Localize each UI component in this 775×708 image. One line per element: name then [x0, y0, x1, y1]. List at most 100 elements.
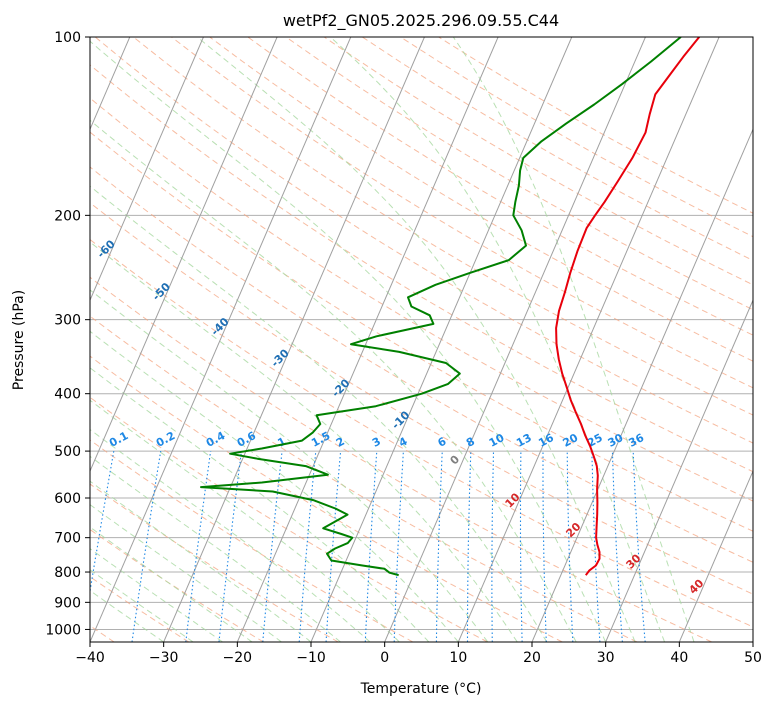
x-axis-label: Temperature (°C)	[360, 681, 482, 697]
dry-adiabat	[90, 131, 753, 532]
mixing-ratio-label: 10	[487, 431, 507, 450]
isotherm-label: 30	[624, 551, 644, 571]
y-tick-label: 400	[54, 387, 81, 403]
x-tick-label: 20	[523, 650, 541, 666]
isotherm-label: -70	[44, 185, 67, 208]
mixing-ratio-label: 13	[514, 431, 534, 450]
isotherm-label: -80	[0, 145, 10, 168]
dry-adiabat	[247, 37, 753, 336]
sounding-profiles	[200, 37, 700, 577]
x-tick-label: −40	[75, 650, 105, 666]
mixing-ratio-line	[262, 451, 283, 642]
x-tick-label: 30	[597, 650, 615, 666]
mixing-ratio-line	[566, 451, 574, 642]
y-tick-label: 800	[54, 565, 81, 581]
dry-adiabat	[90, 97, 753, 502]
dry-adiabat	[90, 439, 414, 642]
mixing-ratio-label: 2	[334, 435, 347, 450]
isotherm	[605, 298, 753, 642]
moist-adiabat	[90, 367, 430, 642]
mixing-ratio-label: 3	[370, 435, 383, 450]
dry-adiabat	[90, 238, 753, 628]
dry-adiabat	[133, 37, 753, 416]
isotherm-label: 40	[686, 577, 706, 597]
dry-adiabat	[90, 202, 753, 595]
mixing-ratio-label: 36	[626, 431, 646, 450]
mixing-ratio-label: 6	[436, 435, 449, 450]
mixing-ratio-label: 0.6	[235, 429, 259, 450]
isotherm	[90, 37, 204, 302]
dry-adiabat	[90, 528, 264, 642]
mixing-ratio-line	[131, 451, 162, 642]
mixing-ratio-line	[298, 451, 317, 642]
mixing-ratio-line	[218, 451, 243, 642]
mixing-ratio-line	[632, 451, 646, 642]
isotherm	[0, 37, 56, 642]
dry-adiabat	[90, 576, 190, 642]
moist-adiabat	[90, 330, 459, 642]
moist-adiabat	[90, 526, 253, 642]
isotherm-label: -50	[150, 280, 173, 303]
mixing-ratio-label: 1	[275, 435, 288, 450]
isotherm	[163, 37, 425, 642]
isotherm-label: -10	[389, 408, 412, 431]
isotherm-label: -30	[269, 346, 292, 369]
y-tick-label: 600	[54, 491, 81, 507]
dry-adiabat	[90, 355, 563, 642]
x-tick-label: 50	[744, 650, 762, 666]
isotherm	[310, 37, 573, 642]
y-tick-label: 500	[54, 444, 81, 460]
moist-adiabat	[90, 428, 371, 642]
moist-adiabat	[90, 40, 607, 642]
moist-adiabat	[90, 589, 164, 642]
y-axis-label: Pressure (hPa)	[11, 290, 27, 390]
mixing-ratio-label: 8	[464, 435, 477, 450]
moist-adiabat	[90, 569, 194, 642]
moist-adiabat	[90, 455, 341, 642]
isotherm-label: 0	[448, 452, 463, 467]
mixing-ratio-label: 4	[397, 435, 410, 450]
dry-adiabat	[90, 396, 488, 642]
isotherm	[384, 37, 646, 642]
isotherm	[457, 37, 720, 642]
x-tick-label: −10	[296, 650, 326, 666]
y-tick-label: 200	[54, 208, 81, 224]
y-tick-label: 100	[54, 30, 81, 46]
mixing-ratio-label: 16	[536, 431, 556, 450]
moist-adiabat	[90, 399, 400, 642]
dry-adiabat	[171, 37, 753, 389]
x-tick-label: −30	[149, 650, 179, 666]
plot-frame	[89, 36, 754, 643]
dewpoint-profile-line	[200, 37, 682, 577]
x-tick-label: 40	[670, 650, 688, 666]
isotherm-label: -20	[329, 376, 352, 399]
isotherm	[678, 469, 753, 642]
isotherm-label: 10	[503, 490, 523, 510]
dry-adiabat	[90, 276, 712, 642]
moist-adiabat	[452, 37, 695, 642]
mixing-ratio-label: 0.1	[107, 429, 130, 450]
isotherm	[531, 128, 753, 642]
dry-adiabat	[323, 37, 753, 286]
chart-title: wetPf2_GN05.2025.296.09.55.C44	[283, 11, 559, 31]
y-tick-label: 900	[54, 595, 81, 611]
x-tick-label: −20	[223, 650, 253, 666]
moist-adiabat	[90, 504, 282, 642]
mixing-ratio-line	[435, 451, 443, 642]
moist-adiabat	[90, 548, 223, 642]
line-labels: 0.10.20.40.611.52346810131620253036-100-…	[0, 145, 707, 597]
dry-adiabat	[285, 37, 753, 311]
mixing-ratio-line	[611, 451, 623, 642]
moist-adiabat	[90, 241, 518, 642]
mixing-ratio-line	[185, 451, 212, 642]
mixing-ratio-line	[519, 451, 523, 642]
mixing-ratio-label: 20	[561, 431, 581, 450]
isotherm	[90, 37, 352, 642]
moist-adiabat	[90, 289, 489, 642]
y-tick-label: 300	[54, 313, 81, 329]
y-tick-label: 700	[54, 531, 81, 547]
axes: −40 −30 −20 −10 0 10 20 30 40 5010020030040050060…	[45, 30, 762, 666]
mixing-ratio-lines	[90, 451, 646, 642]
moist-adiabat	[90, 119, 577, 642]
